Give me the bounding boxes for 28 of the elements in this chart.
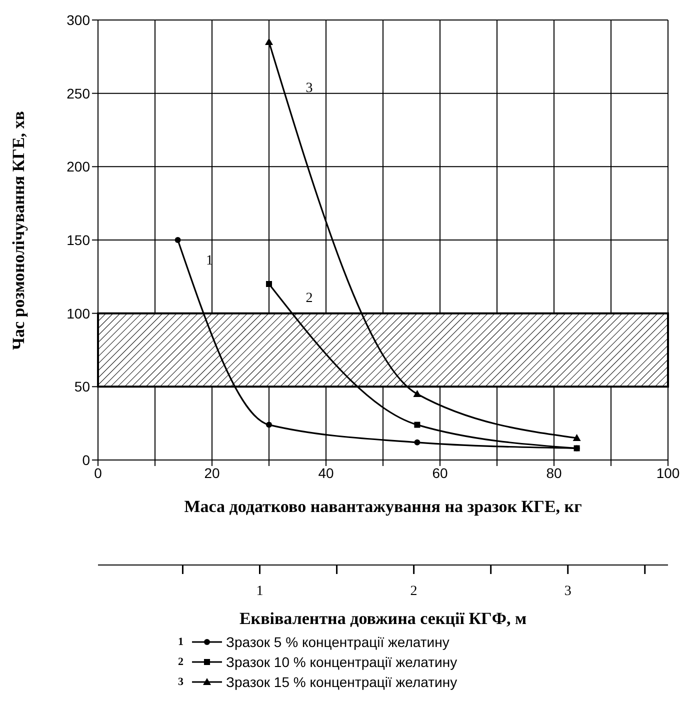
- annotation: 1: [206, 254, 213, 269]
- x2-axis-title: Еквівалентна довжина секції КГФ, м: [239, 609, 527, 628]
- text: 1: [178, 636, 184, 648]
- x-tick-label: 100: [656, 464, 680, 481]
- x2-tick-label: 3: [564, 584, 572, 599]
- legend-label: Зразок 5 % концентрації желатину: [226, 634, 450, 650]
- legend-label: Зразок 10 % концентрації желатину: [226, 654, 458, 670]
- text: 2: [178, 656, 184, 668]
- y-tick-label: 300: [66, 12, 90, 28]
- x-axis-title: Маса додатково навантажування на зразок КГЕ, кг: [184, 497, 582, 516]
- text: 3: [178, 676, 184, 688]
- x2-tick-label: 1: [256, 584, 264, 599]
- annotation: 2: [306, 291, 313, 306]
- x-tick-label: 60: [432, 464, 448, 481]
- y-axis-title: Час розмонолічування КГЕ, хв: [9, 111, 28, 350]
- y-tick-label: 50: [74, 378, 90, 395]
- x-tick-label: 80: [546, 464, 562, 481]
- y-tick-label: 200: [66, 158, 90, 175]
- x-tick-label: 20: [204, 464, 220, 481]
- y-tick-label: 100: [66, 305, 90, 322]
- x-tick-label: 40: [318, 464, 334, 481]
- legend-label: Зразок 15 % концентрації желатину: [226, 674, 458, 690]
- x2-tick-label: 2: [410, 584, 418, 599]
- y-tick-label: 0: [82, 452, 90, 468]
- y-tick-label: 250: [66, 85, 90, 102]
- annotation: 3: [306, 80, 313, 96]
- x-tick-label: 0: [94, 464, 102, 481]
- y-tick-label: 150: [66, 232, 90, 248]
